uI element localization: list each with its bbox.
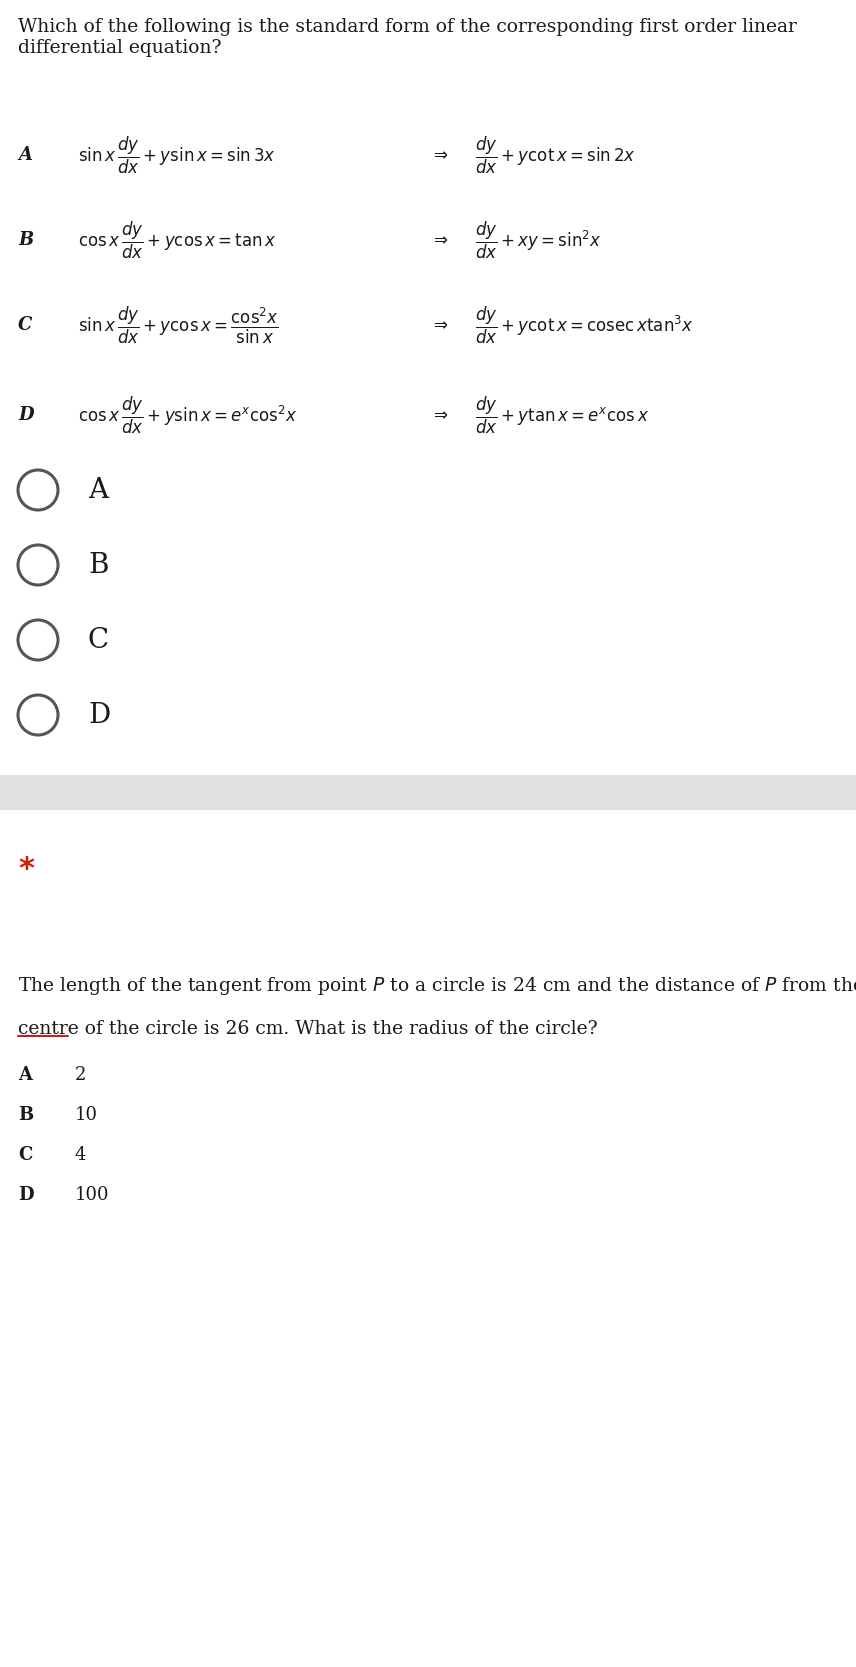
Text: $\dfrac{dy}{dx}+xy=\sin^{2}\!x$: $\dfrac{dy}{dx}+xy=\sin^{2}\!x$ [475,220,602,260]
Text: $\dfrac{dy}{dx}+y\tan x=e^{x}\cos x$: $\dfrac{dy}{dx}+y\tan x=e^{x}\cos x$ [475,395,649,435]
Text: D: D [18,1185,33,1204]
Text: Which of the following is the standard form of the corresponding first order lin: Which of the following is the standard f… [18,18,797,57]
Text: A: A [18,1065,32,1084]
Text: $\sin x\,\dfrac{dy}{dx}+y\cos x=\dfrac{\cos^{2}\!x}{\sin x}$: $\sin x\,\dfrac{dy}{dx}+y\cos x=\dfrac{\… [78,305,279,345]
Text: D: D [88,702,110,728]
Text: $\Rightarrow$: $\Rightarrow$ [430,232,449,248]
Text: $\sin x\,\dfrac{dy}{dx}+y\sin x=\sin 3x$: $\sin x\,\dfrac{dy}{dx}+y\sin x=\sin 3x$ [78,135,276,175]
Text: $\cos x\,\dfrac{dy}{dx}+y\sin x=e^{x}\cos^{2}\!x$: $\cos x\,\dfrac{dy}{dx}+y\sin x=e^{x}\co… [78,395,297,435]
Text: $\Rightarrow$: $\Rightarrow$ [430,147,449,163]
Text: $\cos x\,\dfrac{dy}{dx}+y\cos x=\tan x$: $\cos x\,\dfrac{dy}{dx}+y\cos x=\tan x$ [78,220,276,260]
Text: *: * [18,855,34,884]
Text: $\Rightarrow$: $\Rightarrow$ [430,317,449,333]
Text: 4: 4 [75,1145,86,1164]
Text: 100: 100 [75,1185,110,1204]
Text: B: B [18,232,33,248]
Text: $\dfrac{dy}{dx}+y\cot x=\sin 2x$: $\dfrac{dy}{dx}+y\cot x=\sin 2x$ [475,135,635,175]
Text: A: A [18,147,32,163]
Text: B: B [88,552,109,578]
Text: C: C [18,1145,33,1164]
Text: C: C [18,317,33,333]
Text: 2: 2 [75,1065,86,1084]
Text: centre of the circle is 26 cm. What is the radius of the circle?: centre of the circle is 26 cm. What is t… [18,1020,597,1039]
Text: 10: 10 [75,1105,98,1124]
Text: $\dfrac{dy}{dx}+y\cot x=\mathrm{cosec}\,x\tan^{3}\!x$: $\dfrac{dy}{dx}+y\cot x=\mathrm{cosec}\,… [475,305,693,345]
Text: B: B [18,1105,33,1124]
Bar [0,775,856,810]
Text: $\Rightarrow$: $\Rightarrow$ [430,407,449,423]
Text: A: A [88,477,108,503]
Text: D: D [18,407,33,423]
Text: The length of the tangent from point $P$ to a circle is 24 cm and the distance o: The length of the tangent from point $P$… [18,975,856,997]
Text: C: C [88,627,109,653]
